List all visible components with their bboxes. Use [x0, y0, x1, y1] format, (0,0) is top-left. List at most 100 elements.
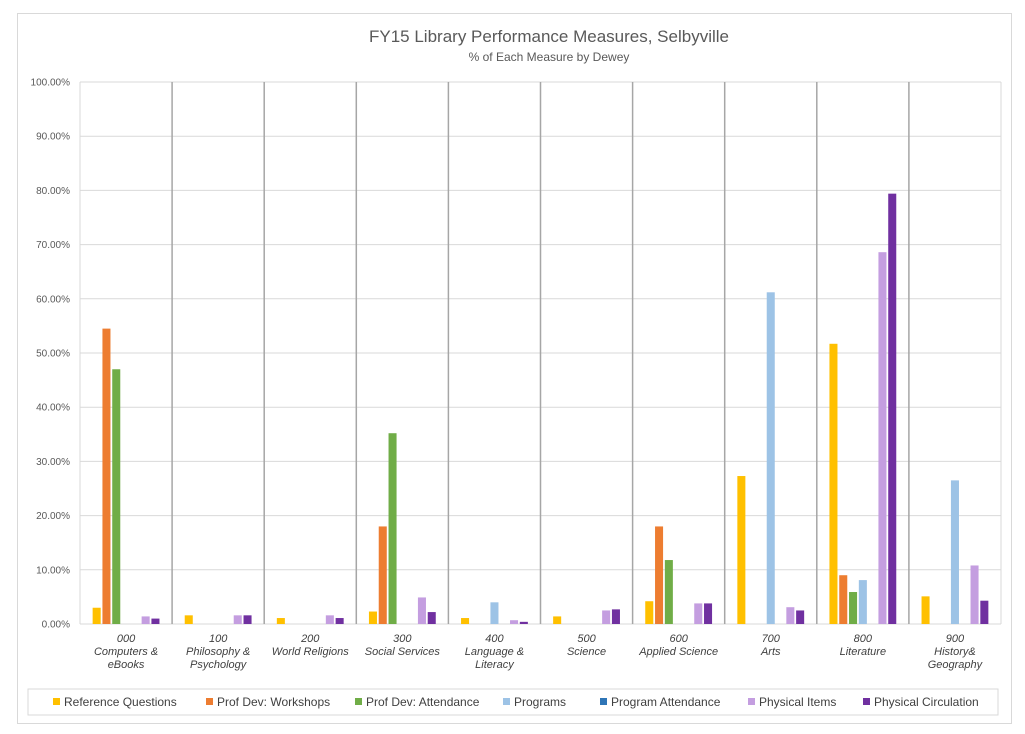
bar-programs: [766, 292, 775, 624]
bar-physical-circulation: [980, 600, 989, 624]
bar-physical-items: [325, 615, 334, 624]
category-separators: [79, 82, 1002, 624]
bar-prof-dev-workshops: [839, 575, 848, 624]
legend-label: Physical Items: [759, 695, 836, 709]
x-tick-label: 300: [393, 633, 412, 645]
legend-box: [27, 688, 999, 716]
x-tick-label: Applied Science: [638, 646, 718, 658]
y-tick-label: 0.00%: [42, 620, 70, 631]
y-tick-label: 80.00%: [36, 186, 70, 197]
legend-swatch: [53, 698, 60, 705]
x-tick-label: Language &: [465, 646, 524, 658]
legend-swatch: [600, 698, 607, 705]
bar-prof-dev-workshops: [378, 526, 387, 624]
bar-physical-circulation: [243, 615, 252, 624]
x-tick-label: eBooks: [108, 659, 145, 671]
bar-physical-circulation: [519, 621, 528, 624]
legend-label: Programs: [514, 695, 566, 709]
y-tick-label: 90.00%: [36, 132, 70, 143]
y-tick-label: 30.00%: [36, 457, 70, 468]
bar-programs: [490, 602, 499, 624]
x-tick-label: 900: [946, 633, 965, 645]
bar-reference-questions: [737, 476, 746, 624]
x-tick-label: History&: [934, 646, 976, 658]
legend-label: Program Attendance: [611, 695, 721, 709]
bar-programs: [858, 580, 867, 624]
bar-physical-items: [602, 610, 611, 624]
x-tick-label: 000: [117, 633, 136, 645]
x-tick-label: Geography: [928, 659, 984, 671]
bar-prof-dev-attendance: [388, 433, 397, 624]
chart-title: FY15 Library Performance Measures, Selby…: [369, 27, 729, 46]
x-tick-label: 800: [854, 633, 873, 645]
legend-label: Prof Dev: Workshops: [217, 695, 330, 709]
bar-physical-items: [417, 597, 426, 624]
bar-physical-items: [233, 615, 242, 624]
bar-reference-questions: [645, 601, 654, 624]
legend-swatch: [748, 698, 755, 705]
bar-physical-items: [878, 252, 887, 625]
legend-label: Prof Dev: Attendance: [366, 695, 480, 709]
legend: Reference Questions Prof Dev: Workshops Pr…: [27, 688, 999, 716]
legend-swatch: [503, 698, 510, 705]
legend-label: Physical Circulation: [874, 695, 979, 709]
x-tick-label: World Religions: [272, 646, 350, 658]
bar-reference-questions: [829, 343, 838, 624]
x-tick-label: Computers &: [94, 646, 158, 658]
bar-programs: [950, 480, 959, 624]
bar-prof-dev-attendance: [849, 592, 858, 624]
x-tick-label: Arts: [760, 646, 781, 658]
y-tick-label: 60.00%: [36, 294, 70, 305]
y-tick-label: 20.00%: [36, 511, 70, 522]
y-tick-label: 70.00%: [36, 240, 70, 251]
bar-physical-circulation: [796, 610, 805, 624]
bar-physical-items: [970, 565, 979, 624]
bar-reference-questions: [461, 618, 470, 624]
y-axis: 0.00% 10.00% 20.00% 30.00% 40.00% 50.00% 60.00…: [31, 78, 71, 631]
bar-physical-circulation: [427, 612, 436, 624]
bar-prof-dev-attendance: [664, 560, 673, 624]
bar-physical-circulation: [335, 618, 344, 624]
bar-prof-dev-attendance: [112, 369, 121, 624]
x-tick-label: 400: [485, 633, 504, 645]
legend-swatch: [206, 698, 213, 705]
bars: [92, 193, 989, 625]
y-tick-label: 40.00%: [36, 403, 70, 414]
legend-label: Reference Questions: [64, 695, 177, 709]
bar-physical-circulation: [888, 193, 897, 625]
bar-reference-questions: [276, 618, 285, 624]
bar-reference-questions: [368, 611, 377, 624]
bar-reference-questions: [553, 616, 562, 624]
x-tick-label: Philosophy &: [186, 646, 250, 658]
bar-physical-circulation: [151, 618, 160, 624]
bar-reference-questions: [184, 615, 193, 624]
x-tick-label: Psychology: [190, 659, 248, 671]
bar-prof-dev-workshops: [102, 328, 111, 624]
y-tick-label: 50.00%: [36, 349, 70, 360]
x-tick-label: Science: [567, 646, 606, 658]
bar-physical-items: [786, 607, 795, 624]
legend-swatch: [863, 698, 870, 705]
y-tick-label: 10.00%: [36, 565, 70, 576]
x-tick-label: 500: [577, 633, 596, 645]
x-tick-label: 600: [669, 633, 688, 645]
bar-physical-circulation: [611, 609, 620, 624]
bar-physical-items: [510, 620, 519, 624]
y-tick-label: 100.00%: [31, 78, 71, 89]
x-tick-label: 100: [209, 633, 228, 645]
x-tick-label: Literature: [840, 646, 886, 658]
x-tick-label: Social Services: [365, 646, 441, 658]
bar-physical-circulation: [704, 603, 713, 624]
bar-reference-questions: [92, 607, 101, 624]
chart-subtitle: % of Each Measure by Dewey: [469, 50, 630, 64]
bar-prof-dev-workshops: [655, 526, 664, 624]
bar-physical-items: [694, 603, 703, 624]
x-tick-label: 700: [762, 633, 781, 645]
bar-reference-questions: [921, 596, 930, 624]
x-tick-label: Literacy: [475, 659, 515, 671]
x-tick-label: 200: [300, 633, 320, 645]
legend-swatch: [355, 698, 362, 705]
bar-physical-items: [141, 616, 150, 624]
